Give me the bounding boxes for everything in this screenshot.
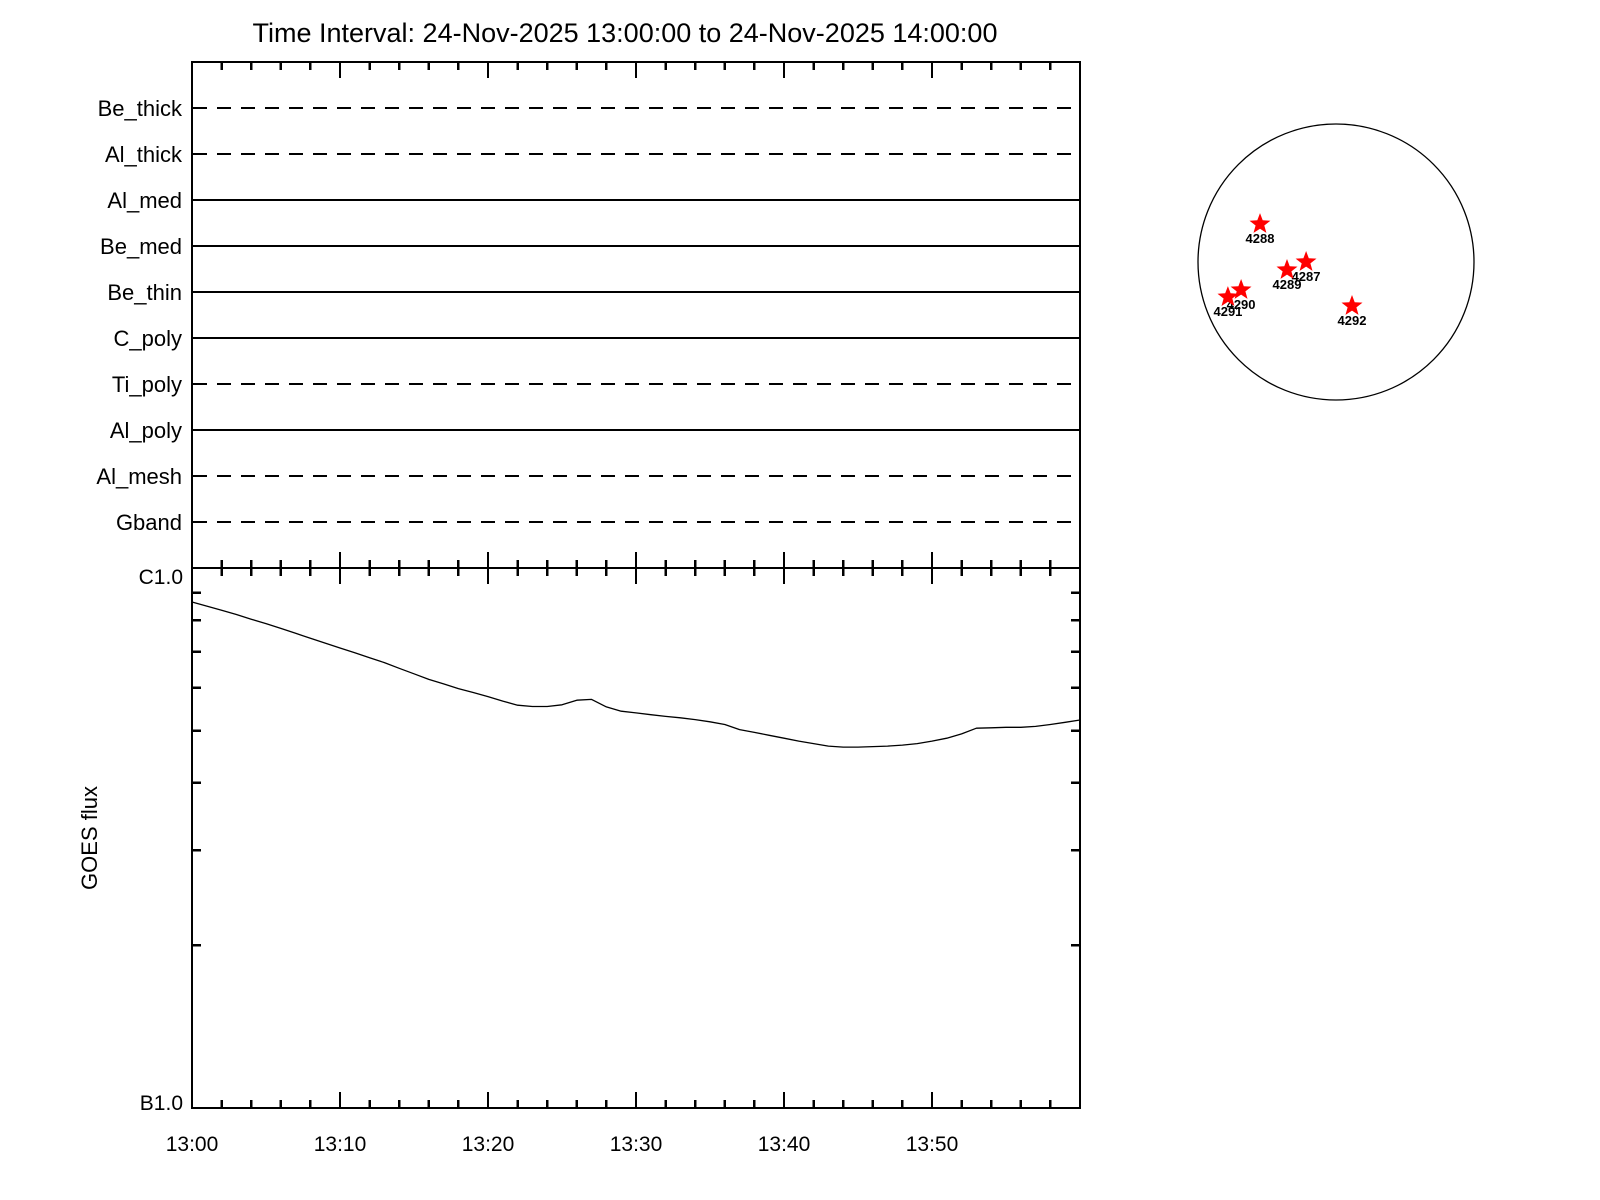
filter-label-C_poly: C_poly xyxy=(114,326,182,351)
active-region-label-4288: 4288 xyxy=(1246,231,1275,246)
active-region-star-4291 xyxy=(1217,286,1239,306)
goes-flux-curve xyxy=(191,601,1081,748)
active-region-label-4290: 4290 xyxy=(1227,297,1256,312)
x-tick-label: 13:40 xyxy=(758,1133,811,1156)
xrt-panel-border xyxy=(190,60,1082,570)
xrt-filter-panel: Be_thick Al_thick Al_med Be_med Be_thin C_pol… xyxy=(96,60,1082,570)
x-tick-label: 13:00 xyxy=(166,1133,219,1156)
goes-flux-panel: 13:00 13:10 13:20 13:30 13:40 13:50 xyxy=(166,552,1082,1156)
active-region-label-4292: 4292 xyxy=(1338,313,1367,328)
active-region-star-4290 xyxy=(1230,279,1252,299)
active-region-label-4289: 4289 xyxy=(1273,277,1302,292)
filter-label-Be_med: Be_med xyxy=(100,234,182,259)
active-region-star-4292 xyxy=(1341,295,1363,315)
x-tick-label: 13:20 xyxy=(462,1133,515,1156)
goes-ylabel: GOES flux xyxy=(77,786,102,890)
goes-panel-border xyxy=(190,566,1082,1110)
solar-limb-circle xyxy=(1197,123,1475,401)
goes-ytop-label: C1.0 xyxy=(139,566,183,589)
filter-label-Be_thick: Be_thick xyxy=(98,96,183,121)
x-tick-label: 13:10 xyxy=(314,1133,367,1156)
active-region-label-4287: 4287 xyxy=(1292,269,1321,284)
plot-title: Time Interval: 24-Nov-2025 13:00:00 to 2… xyxy=(253,18,998,48)
filter-label-Ti_poly: Ti_poly xyxy=(112,372,182,397)
goes-ybottom-label: B1.0 xyxy=(140,1092,183,1115)
x-tick-label: 13:50 xyxy=(906,1133,959,1156)
filter-label-Al_thick: Al_thick xyxy=(105,142,183,167)
filter-label-Al_med: Al_med xyxy=(107,188,182,213)
active-region-label-4291: 4291 xyxy=(1213,304,1242,319)
x-tick-label: 13:30 xyxy=(610,1133,663,1156)
active-region-star-4287 xyxy=(1295,251,1317,271)
active-region-star-4289 xyxy=(1276,259,1298,279)
filter-label-Gband: Gband xyxy=(116,510,182,535)
filter-label-Be_thin: Be_thin xyxy=(107,280,182,305)
filter-label-Al_poly: Al_poly xyxy=(110,418,182,443)
filter-label-Al_mesh: Al_mesh xyxy=(96,464,182,489)
active-region-star-4288 xyxy=(1249,213,1271,233)
